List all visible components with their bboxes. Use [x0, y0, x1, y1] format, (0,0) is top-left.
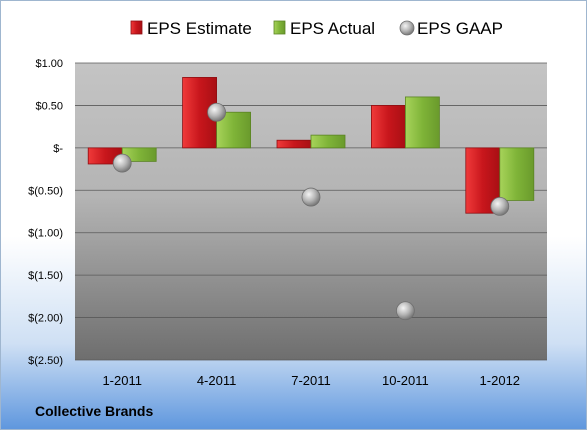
- y-tick-label: $(1.50): [28, 270, 63, 282]
- y-axis: $1.00 $0.50 $- $(0.50) $(1.00) $(1.50) $(2.00)…: [28, 58, 63, 367]
- legend-gaap-swatch: [399, 20, 415, 36]
- y-tick-label: $(1.00): [28, 228, 63, 240]
- legend-label: EPS GAAP: [417, 19, 503, 38]
- y-tick-label: $(2.00): [28, 313, 63, 325]
- x-tick-label: 7-2011: [291, 373, 331, 388]
- eps-gaap-marker: [112, 153, 132, 173]
- legend: EPS Estimate EPS Actual EPS GAAP: [130, 19, 503, 38]
- y-tick-label: $(2.50): [28, 355, 63, 367]
- legend-label: EPS Actual: [290, 19, 375, 38]
- legend-estimate-swatch: [130, 20, 143, 35]
- x-axis: 1-2011 4-2011 7-2011 10-2011 1-2012: [102, 373, 520, 388]
- y-tick-label: $-: [53, 143, 63, 155]
- eps-gaap-marker: [490, 197, 510, 216]
- eps-estimate-bar: [276, 139, 312, 149]
- y-tick-label: $(0.50): [28, 185, 63, 197]
- eps-gaap-marker: [207, 102, 227, 122]
- x-tick-label: 10-2011: [382, 373, 429, 388]
- x-tick-label: 1-2012: [480, 373, 520, 388]
- legend-label: EPS Estimate: [147, 19, 252, 38]
- x-tick-label: 4-2011: [197, 373, 237, 388]
- eps-actual-bar: [499, 147, 535, 201]
- eps-actual-bar: [404, 96, 440, 149]
- company-name: Collective Brands: [35, 403, 154, 419]
- gaap-markers: [112, 102, 510, 321]
- eps-actual-bar: [310, 134, 346, 149]
- y-tick-label: $1.00: [35, 58, 63, 70]
- y-tick-label: $0.50: [35, 100, 63, 112]
- eps-gaap-marker: [301, 187, 321, 207]
- eps-gaap-marker: [395, 301, 415, 321]
- x-tick-label: 1-2011: [102, 373, 142, 388]
- legend-actual-swatch: [273, 20, 286, 35]
- eps-estimate-bar: [370, 105, 406, 149]
